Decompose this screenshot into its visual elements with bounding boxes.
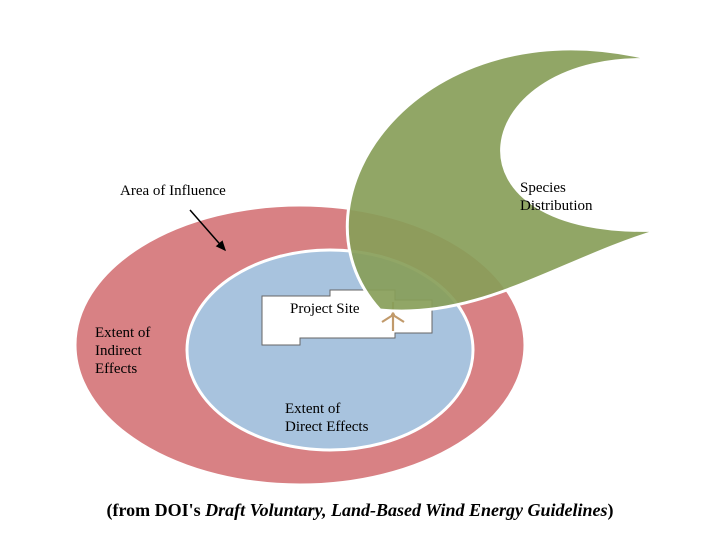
label-direct-l1: Extent of — [285, 400, 340, 419]
label-indirect-l1: Extent of — [95, 324, 150, 343]
diagram-svg — [0, 0, 720, 540]
caption-part2: Draft Voluntary, Land-Based Wind Energy … — [205, 500, 607, 520]
label-species-l2: Distribution — [520, 197, 593, 216]
caption-part1: (from DOI's — [106, 500, 205, 520]
label-species-l1: Species — [520, 179, 566, 198]
species-crescent — [347, 49, 660, 311]
label-area-of-influence: Area of Influence — [120, 182, 226, 201]
caption-part3: ) — [608, 500, 614, 520]
caption: (from DOI's Draft Voluntary, Land-Based … — [0, 500, 720, 521]
label-indirect-l2: Indirect — [95, 342, 142, 361]
diagram-canvas: Area of Influence Species Distribution E… — [0, 0, 720, 540]
label-direct-l2: Direct Effects — [285, 418, 368, 437]
label-indirect-l3: Effects — [95, 360, 137, 379]
label-project-site: Project Site — [290, 300, 360, 319]
